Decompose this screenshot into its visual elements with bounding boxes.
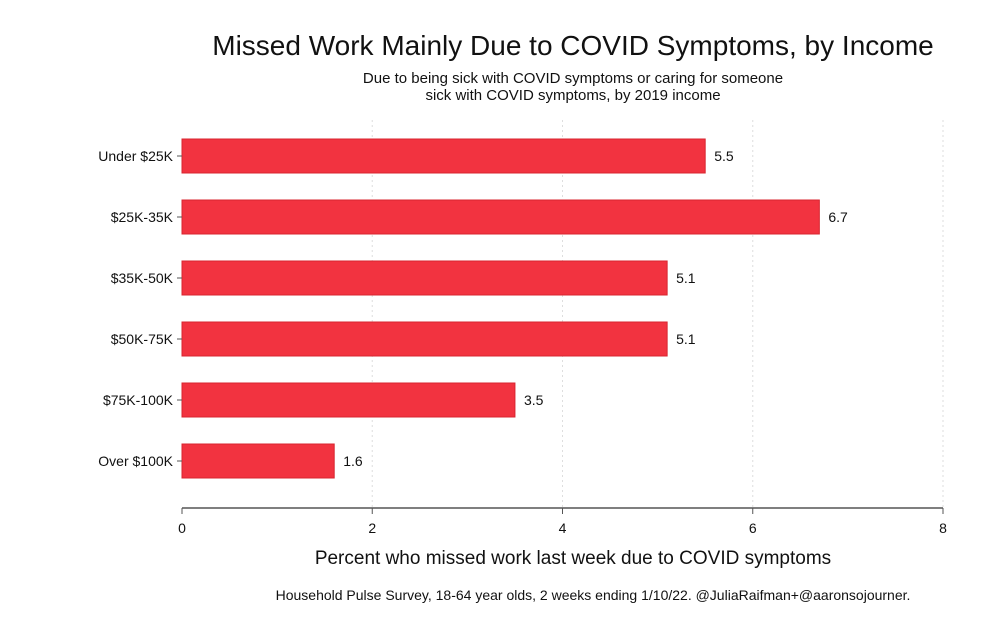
data-label-2: 5.1 [676,270,696,286]
y-tick-label-4: $75K-100K [103,392,174,408]
bar-2 [181,260,668,296]
x-tick-label-1: 2 [368,520,376,536]
data-label-0: 5.5 [714,148,734,164]
y-tick-label-5: Over $100K [98,453,173,469]
bar-3 [181,321,668,357]
bar-5 [181,443,335,479]
data-label-4: 3.5 [524,392,544,408]
subtitle-line-2: sick with COVID symptoms, by 2019 income [425,87,721,104]
y-tick-label-3: $50K-75K [111,331,174,347]
subtitle-line-1: Due to being sick with COVID symptoms or… [362,70,784,87]
y-tick-label-2: $35K-50K [111,270,174,286]
data-label-1: 6.7 [828,209,848,225]
data-label-5: 1.6 [343,453,363,469]
bar-4 [181,382,516,418]
y-tick-label-0: Under $25K [98,148,173,164]
data-label-3: 5.1 [676,331,696,347]
chart-title: Missed Work Mainly Due to COVID Symptoms… [212,30,934,61]
bar-0 [181,138,706,174]
x-tick-label-0: 0 [178,520,186,536]
y-tick-label-1: $25K-35K [111,209,174,225]
x-tick-label-2: 4 [559,520,567,536]
x-tick-label-3: 6 [749,520,757,536]
bar-1 [181,199,820,235]
chart-subtitle: Due to being sick with COVID symptoms or… [0,70,996,104]
x-tick-label-4: 8 [939,520,947,536]
source-caption: Household Pulse Survey, 18-64 year olds,… [275,587,911,603]
x-axis-label: Percent who missed work last week due to… [314,548,832,569]
